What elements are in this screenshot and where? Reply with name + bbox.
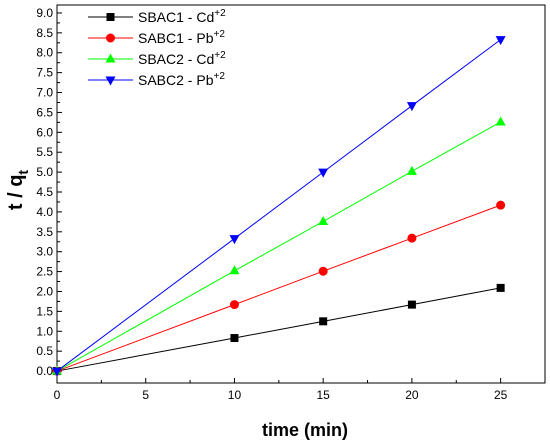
legend-label-1: SBAC1 - Cd+2 [138,8,226,25]
y-tick-label: 8.0 [36,46,53,60]
data-point-series-2 [407,233,417,243]
y-tick-label: 3.5 [36,225,53,239]
legend-label-2: SABC1 - Pb+2 [138,29,225,46]
series-line-2 [56,204,501,372]
y-tick-label: 1.5 [36,304,53,318]
plot-area: 0 5 10 15 20 25 0.0 0.5 1.0 1.5 2.0 2.5 3.0 3.5 4.0 4.5… [36,4,546,402]
y-axis-title: t / qt [5,170,31,211]
x-tick-label: 15 [317,388,331,402]
data-point-series-1 [496,283,505,292]
plot-frame [56,4,546,384]
data-point-series-2 [229,300,239,310]
data-point-series-4 [229,235,240,245]
data-point-series-1 [319,317,328,326]
y-tick-label: 4.0 [36,205,53,219]
data-point-series-2 [496,200,506,210]
y-tick-label: 2.5 [36,265,53,279]
legend-marker-1 [106,13,115,21]
y-tick-label: 3.0 [36,245,53,259]
y-tick-label: 9.0 [36,6,53,20]
y-tick-label: 5.0 [36,165,53,179]
y-tick-label: 8.5 [36,26,53,40]
x-tick-label: 0 [54,388,61,402]
x-tick-label: 20 [405,388,419,402]
legend-marker-4 [105,76,116,86]
x-tick-label: 10 [228,388,242,402]
x-tick-label: 5 [142,388,149,402]
data-point-series-3 [229,265,240,275]
data-point-series-4 [406,102,417,112]
y-tick-label: 1.0 [36,324,53,338]
y-tick-label: 7.0 [36,86,53,100]
y-tick-label: 4.5 [36,185,53,199]
data-point-series-2 [318,266,328,276]
y-tick-label: 0.5 [36,344,53,358]
y-tick-label: 6.0 [36,125,53,139]
series-line-4 [56,39,501,372]
data-point-series-1 [407,300,416,309]
y-tick-label: 6.5 [36,105,53,119]
legend-marker-2 [106,33,115,43]
data-point-series-3 [406,165,417,175]
series-line-1 [56,287,501,372]
series-line-3 [56,121,501,372]
legend-label-3: SBAC2 - Cd+2 [138,50,226,67]
y-tick-label: 2.0 [36,284,53,298]
data-point-series-1 [230,334,239,343]
data-point-series-4 [318,168,329,178]
legend-label-4: SABC2 - Pb+2 [138,71,225,88]
data-point-series-4 [52,367,62,377]
x-tick-label: 25 [494,388,508,402]
data-point-series-3 [318,215,329,225]
y-tick-label: 0.0 [36,364,53,378]
data-point-series-4 [495,36,506,46]
legend-marker-3 [105,53,116,63]
data-point-series-3 [495,116,506,126]
y-tick-label: 7.5 [36,66,53,80]
x-axis-title: time (min) [262,420,348,440]
y-tick-label: 5.5 [36,145,53,159]
